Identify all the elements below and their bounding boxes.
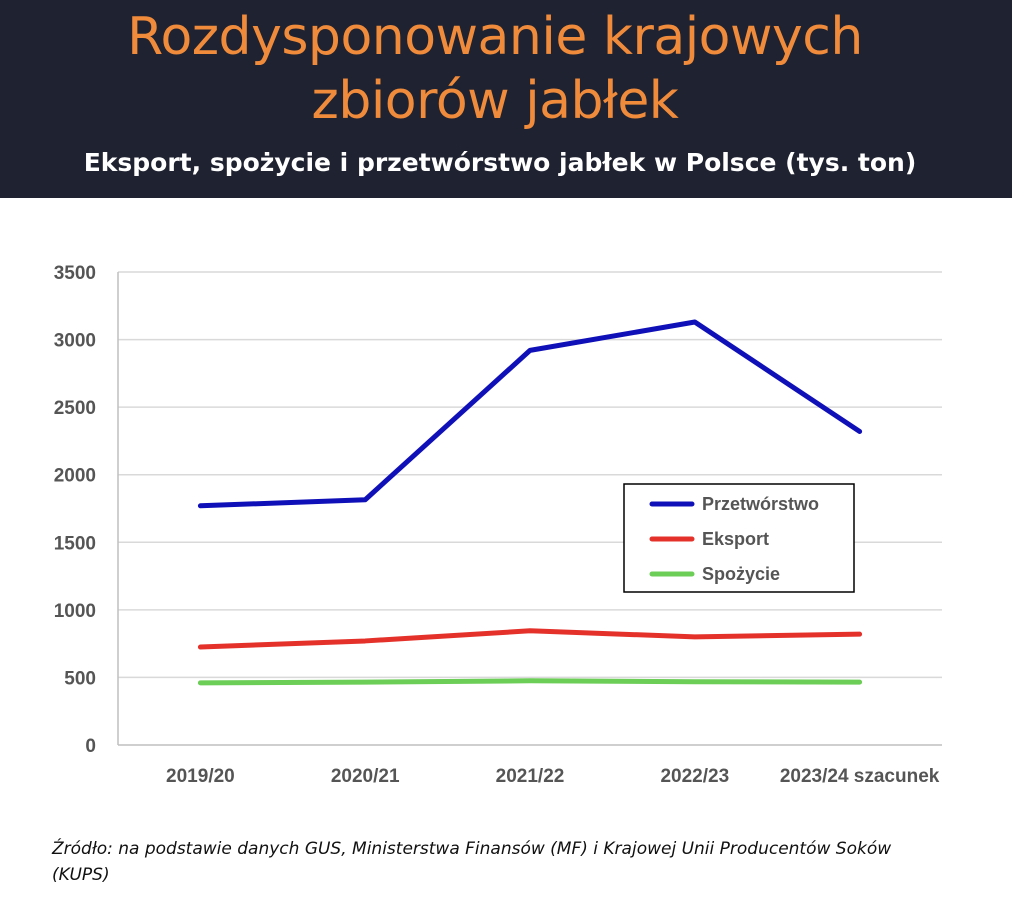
page-subtitle: Eksport, spożycie i przetwórstwo jabłek … <box>83 148 917 177</box>
page-title-line-2: zbiorów jabłek <box>311 71 679 131</box>
y-tick-label: 0 <box>85 736 96 757</box>
y-tick-label: 500 <box>64 668 96 689</box>
series-line-eksport <box>197 628 863 650</box>
x-tick-label: 2023/24 szacunek <box>780 766 940 787</box>
source-note: Źródło: na podstawie danych GUS, Ministe… <box>52 839 892 885</box>
legend-label: Eksport <box>702 529 769 549</box>
x-tick-label: 2022/23 <box>660 766 729 787</box>
x-tick-label: 2020/21 <box>331 766 400 787</box>
y-tick-label: 2500 <box>54 398 96 419</box>
legend-label: Spożycie <box>702 564 780 584</box>
header-banner: Rozdysponowanie krajowych zbiorów jabłek… <box>0 0 1012 198</box>
series-line-przetwórstwo <box>197 319 863 509</box>
y-tick-label: 1500 <box>54 533 96 554</box>
page-title-line-1: Rozdysponowanie krajowych <box>127 7 863 67</box>
legend-label: Przetwórstwo <box>702 494 819 514</box>
x-tick-label: 2019/20 <box>166 766 235 787</box>
y-tick-label: 1000 <box>54 601 96 622</box>
y-tick-label: 2000 <box>54 466 96 487</box>
series-line-spożycie <box>197 678 863 686</box>
y-tick-label: 3500 <box>54 263 96 284</box>
y-tick-label: 3000 <box>54 331 96 352</box>
x-tick-label: 2021/22 <box>496 766 565 787</box>
